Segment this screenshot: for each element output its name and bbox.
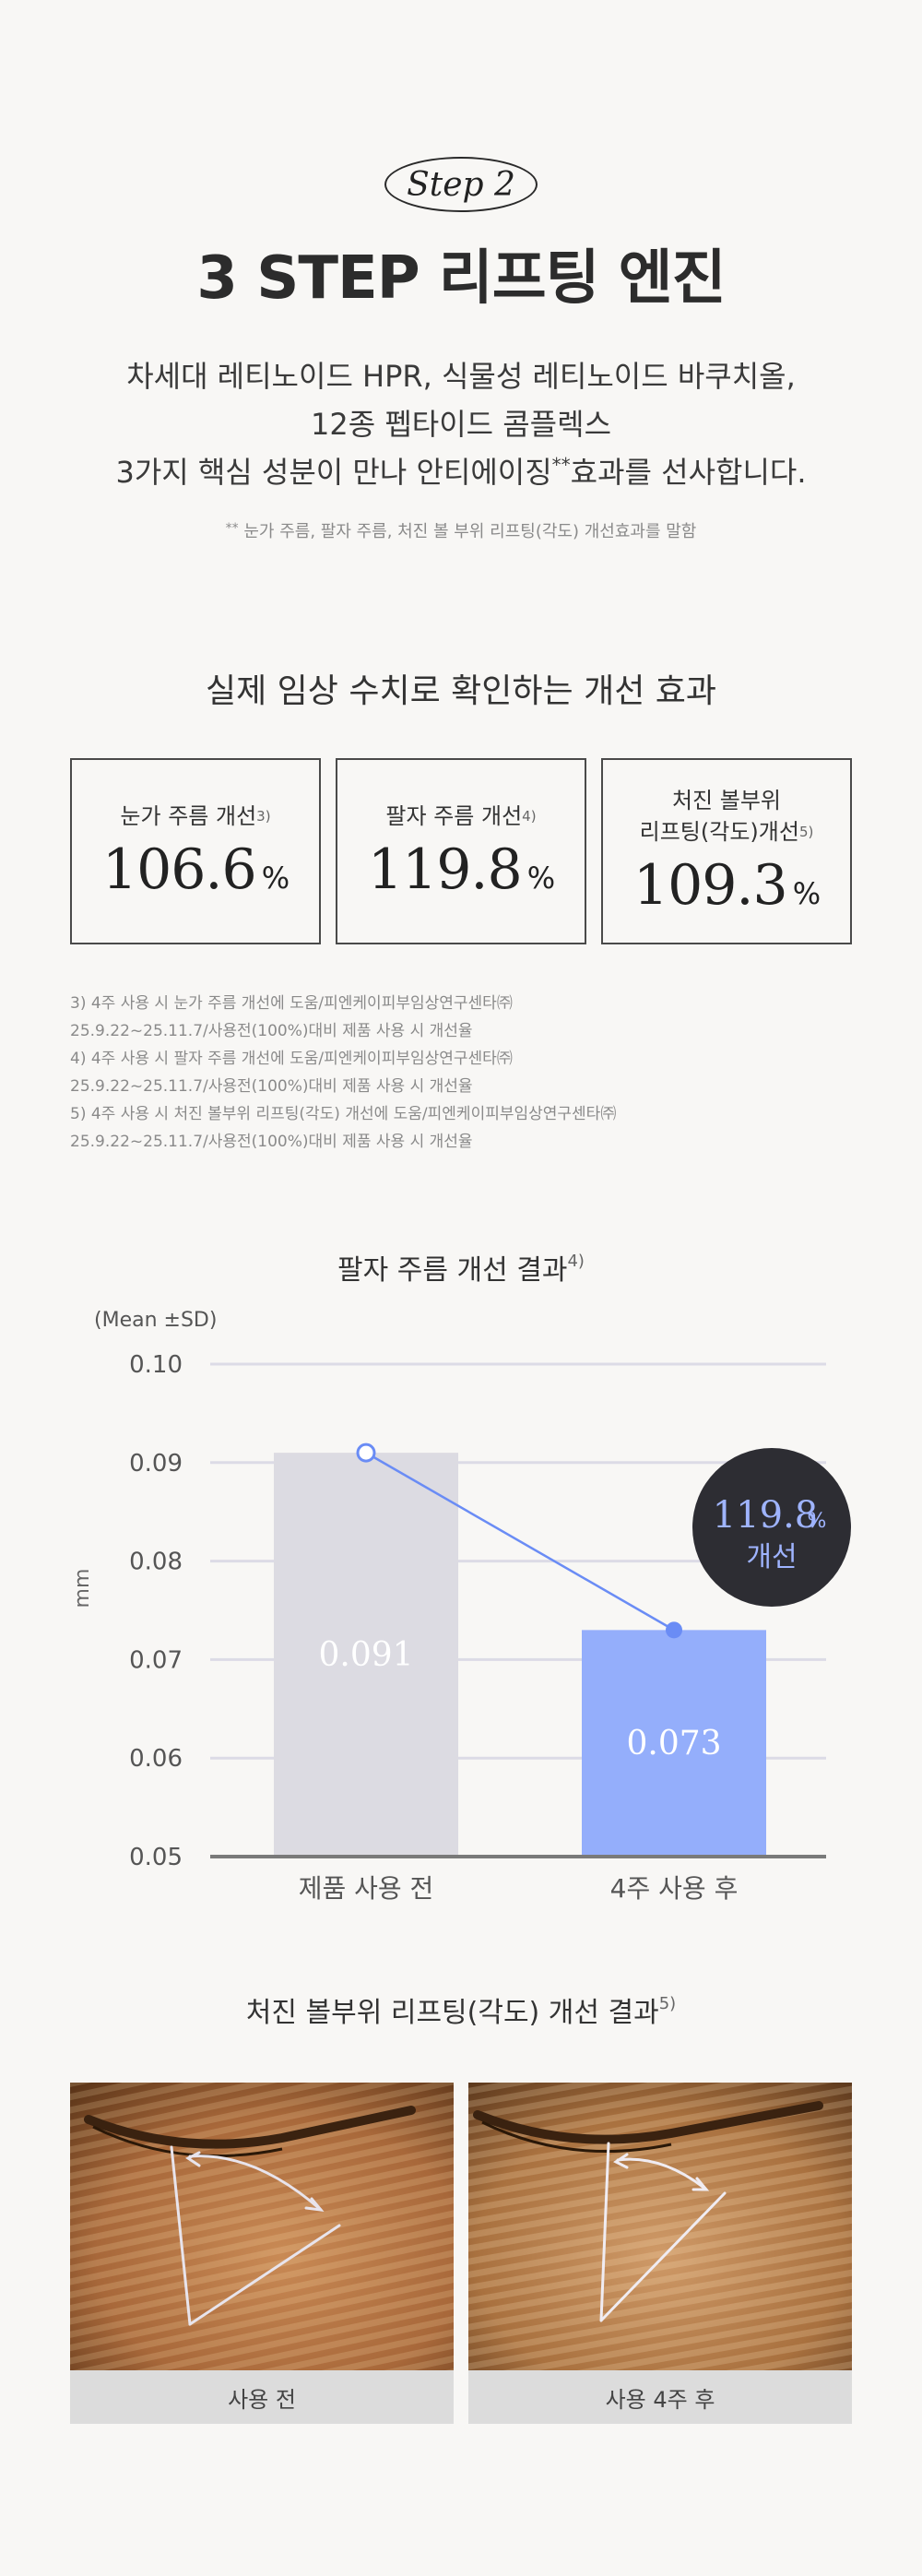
stat-card-label-line2: 리프팅(각도)개선5) (640, 816, 814, 848)
intro-line-3-a: 3가지 핵심 성분이 만나 안티에이징 (115, 455, 552, 490)
stat-card-cheek-lifting: 처진 볼부위 리프팅(각도)개선5) 109.3% (601, 758, 852, 944)
photo-section-title: 처진 볼부위 리프팅(각도) 개선 결과5) (0, 1989, 922, 2030)
step-label: Step 2 (384, 157, 538, 212)
trend-line (365, 1452, 675, 1632)
bar-value-label: 0.091 (318, 1636, 413, 1674)
reference-line: 25.9.22~25.11.7/사용전(100%)대비 제품 사용 시 개선율 (70, 1022, 473, 1040)
reference-line: 5) 4주 사용 시 처진 볼부위 리프팅(각도) 개선에 도움/피엔케이피부임… (70, 1105, 617, 1123)
stat-card-value: 109.3% (632, 853, 821, 918)
footnote-asterisk: ** (225, 521, 239, 536)
stat-card-value: 106.6% (101, 837, 290, 902)
data-point-before (356, 1442, 376, 1463)
intro-line-3: 3가지 핵심 성분이 만나 안티에이징**효과를 선사합니다. (0, 448, 922, 496)
stat-card-label-text: 처진 볼부위 (671, 788, 781, 813)
stat-card-number: 119.8 (367, 837, 523, 902)
stat-card-eye-wrinkle: 눈가 주름 개선3) 106.6% (70, 758, 321, 944)
reference-notes: 3) 4주 사용 시 눈가 주름 개선에 도움/피엔케이피부임상연구센타㈜ 25… (70, 990, 852, 1156)
intro-asterisk: ** (551, 454, 571, 476)
face-photo-after (468, 2083, 852, 2370)
intro-line-3-b: 효과를 선사합니다. (570, 455, 807, 490)
badge-label: 개선 (746, 1541, 797, 1573)
stat-card-unit: % (261, 861, 290, 896)
footnote-text: 눈가 주름, 팔자 주름, 처진 볼 부위 리프팅(각도) 개선효과를 말함 (243, 522, 697, 541)
page-title: 3 STEP 리프팅 엔진 (196, 244, 726, 313)
bar (582, 1630, 766, 1857)
intro-text: 차세대 레티노이드 HPR, 식물성 레티노이드 바쿠치올, 12종 펩타이드 … (0, 352, 922, 496)
y-tick-label: 0.06 (129, 1745, 183, 1773)
chart-title-ref: 4) (567, 1252, 585, 1271)
chart-title-text: 팔자 주름 개선 결과 (337, 1254, 568, 1287)
photo-caption: 사용 전 (70, 2370, 454, 2424)
y-tick-label: 0.08 (129, 1549, 183, 1576)
x-tick-label: 제품 사용 전 (299, 1873, 434, 1904)
face-photo-before (70, 2083, 454, 2370)
stat-card-label-text: 팔자 주름 개선 (385, 803, 523, 829)
photo-section-ref: 5) (658, 1994, 677, 2013)
y-tick-label: 0.07 (129, 1646, 183, 1674)
stat-card-label: 처진 볼부위 리프팅(각도)개선5) (640, 785, 814, 848)
bar-value-label: 0.073 (626, 1725, 721, 1763)
stat-card-label: 팔자 주름 개선4) (385, 801, 536, 832)
photo-before: 사용 전 (70, 2083, 454, 2424)
reference-line: 4) 4주 사용 시 팔자 주름 개선에 도움/피엔케이피부임상연구센타㈜ (70, 1050, 513, 1068)
y-tick-label: 0.05 (129, 1844, 183, 1871)
intro-line-2: 12종 펩타이드 콤플렉스 (310, 407, 612, 442)
photo-caption: 사용 4주 후 (468, 2370, 852, 2424)
reference-line: 25.9.22~25.11.7/사용전(100%)대비 제품 사용 시 개선율 (70, 1133, 473, 1151)
clinical-title: 실제 임상 수치로 확인하는 개선 효과 (205, 672, 717, 710)
badge-value: 119.8 (713, 1494, 819, 1537)
y-axis-label: mm (71, 1569, 94, 1609)
stat-card-unit: % (526, 861, 555, 896)
bar (274, 1453, 458, 1857)
before-after-photos: 사용 전 (70, 2083, 852, 2424)
photo-section-title-text: 처진 볼부위 리프팅(각도) 개선 결과 (245, 1997, 659, 2029)
intro-line-1: 차세대 레티노이드 HPR, 식물성 레티노이드 바쿠치올, (126, 359, 796, 394)
y-tick-label: 0.10 (129, 1351, 183, 1379)
stat-card-label: 눈가 주름 개선3) (120, 801, 270, 832)
stat-card-ref: 5) (798, 824, 814, 840)
x-tick-label: 4주 사용 후 (610, 1873, 739, 1904)
badge-unit: % (808, 1510, 827, 1533)
photo-after: 사용 4주 후 (468, 2083, 852, 2424)
stat-card-number: 109.3 (632, 853, 788, 918)
improvement-badge (692, 1448, 851, 1607)
stat-card-label-text: 눈가 주름 개선 (120, 803, 257, 829)
chart-legend-note: (Mean ±SD) (94, 1309, 217, 1332)
data-point-after (666, 1621, 682, 1639)
header-footnote: ** 눈가 주름, 팔자 주름, 처진 볼 부위 리프팅(각도) 개선효과를 말… (0, 518, 922, 542)
stat-card-value: 119.8% (367, 837, 555, 902)
stat-card-nasolabial: 팔자 주름 개선4) 119.8% (336, 758, 586, 944)
stat-card-unit: % (792, 876, 821, 911)
chart-title: 팔자 주름 개선 결과4) (0, 1247, 922, 1288)
stat-card-ref: 3) (256, 808, 271, 825)
stat-card-number: 106.6 (101, 837, 257, 902)
stat-card-label-text: 리프팅(각도)개선 (639, 819, 799, 845)
reference-line: 25.9.22~25.11.7/사용전(100%)대비 제품 사용 시 개선율 (70, 1077, 473, 1096)
stat-card-ref: 4) (522, 808, 537, 825)
reference-line: 3) 4주 사용 시 눈가 주름 개선에 도움/피엔케이피부임상연구센타㈜ (70, 994, 513, 1013)
y-tick-label: 0.09 (129, 1450, 183, 1478)
nasolabial-bar-chart: (Mean ±SD) mm 0.10 0.09 0.08 0.07 0.06 0.05 0.09… (71, 1309, 851, 1904)
stat-cards: 눈가 주름 개선3) 106.6% 팔자 주름 개선4) 119.8% 처진 볼… (70, 758, 852, 944)
